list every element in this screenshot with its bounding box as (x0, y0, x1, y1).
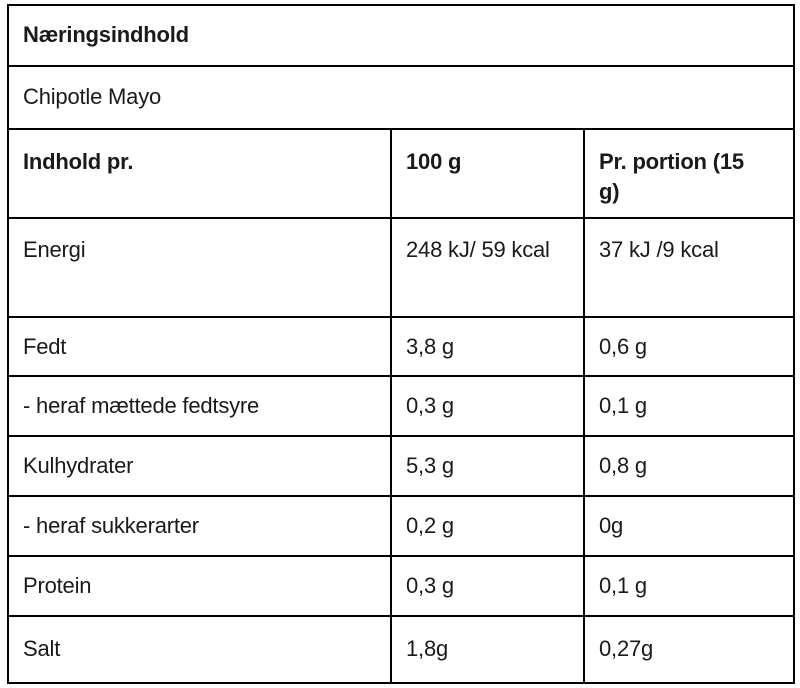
nutrient-label: Fedt (7, 316, 392, 377)
nutrient-label: Energi (7, 217, 392, 318)
table-title: Næringsindhold (6, 4, 796, 67)
product-name: Chipotle Mayo (6, 65, 796, 130)
nutrient-per100: 0,2 g (390, 495, 585, 557)
nutrient-portion: 37 kJ /9 kcal (582, 217, 796, 318)
table-row-energi: Energi 248 kJ/ 59 kcal 37 kJ /9 kcal (7, 217, 796, 318)
nutrient-label: - heraf mættede fedtsyre (7, 375, 392, 437)
nutrient-label: - heraf sukkerarter (7, 495, 392, 557)
table-row-salt: Salt 1,8g 0,27g (7, 615, 796, 684)
nutrient-portion: 0,1 g (582, 375, 796, 437)
col-header-indhold-pr: Indhold pr. (7, 128, 392, 219)
nutrient-portion: 0,6 g (582, 316, 796, 377)
table-row-protein: Protein 0,3 g 0,1 g (7, 555, 796, 617)
nutrition-table: Næringsindhold Chipotle Mayo Indhold pr.… (6, 4, 796, 684)
nutrient-per100: 0,3 g (390, 555, 585, 617)
nutrient-per100: 5,3 g (390, 435, 585, 497)
nutrient-label: Kulhydrater (7, 435, 392, 497)
nutrient-portion: 0,27g (582, 615, 796, 684)
col-header-portion: Pr. portion (15 g) (582, 128, 796, 219)
table-row-fedt: Fedt 3,8 g 0,6 g (7, 316, 796, 377)
nutrient-portion: 0,8 g (582, 435, 796, 497)
table-row-kulhydrater: Kulhydrater 5,3 g 0,8 g (7, 435, 796, 497)
nutrient-per100: 3,8 g (390, 316, 585, 377)
nutrient-portion: 0,1 g (582, 555, 796, 617)
nutrient-per100: 0,3 g (390, 375, 585, 437)
nutrient-per100: 248 kJ/ 59 kcal (390, 217, 585, 318)
table-row-maettede-fedtsyre: - heraf mættede fedtsyre 0,3 g 0,1 g (7, 375, 796, 437)
nutrient-label: Salt (7, 615, 392, 684)
column-header-row: Indhold pr. 100 g Pr. portion (15 g) (7, 128, 796, 219)
nutrient-per100: 1,8g (390, 615, 585, 684)
nutrient-portion: 0g (582, 495, 796, 557)
nutrient-label: Protein (7, 555, 392, 617)
table-title-row: Næringsindhold (6, 4, 796, 67)
product-row: Chipotle Mayo (6, 65, 796, 130)
table-row-sukkerarter: - heraf sukkerarter 0,2 g 0g (7, 495, 796, 557)
col-header-100g: 100 g (390, 128, 585, 219)
